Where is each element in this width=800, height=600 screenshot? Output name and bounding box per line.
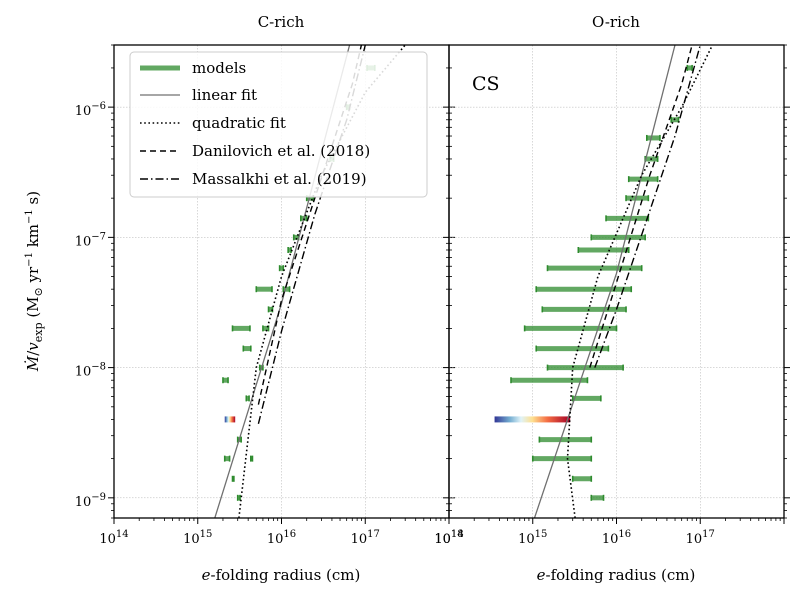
o-rich-gridlines (448, 45, 785, 518)
x-tick-label: 1014 (434, 529, 463, 547)
c-rich-xlabel: e-folding radius (cm) (202, 566, 361, 584)
o-rich-model-bars (494, 64, 693, 501)
o-rich-xlabel: e-folding radius (cm) (537, 566, 696, 584)
legend-massalkhi-label: Massalkhi et al. (2019) (192, 170, 367, 188)
x-tick-label: 1016 (602, 529, 631, 547)
x-tick-label: 1016 (267, 529, 296, 547)
y-axis-label: Ṁ/vexp (M⊙ yr−1 km−1 s) (24, 191, 45, 372)
legend-models-label: models (192, 59, 246, 77)
massalkhi-fit-line (594, 45, 701, 368)
linear-fit-line (533, 45, 676, 518)
x-tick-label: 1017 (686, 529, 715, 547)
c-rich-title: C-rich (258, 13, 305, 31)
legend-danilovich-label: Danilovich et al. (2018) (192, 142, 370, 160)
o-rich-fit-lines (533, 45, 714, 518)
legend-box (129, 51, 428, 198)
o-rich-panel: 1014 1015 1016 1017 O-rich e-folding radius… (434, 13, 790, 584)
x-tick-label: 1018 (434, 529, 463, 547)
c-rich-model-bars (222, 64, 376, 501)
y-tick-label: 10−6 (75, 101, 106, 119)
model-bar-highlighted (494, 416, 571, 423)
x-tick-label: 1014 (99, 529, 128, 547)
model-bar-highlighted (224, 416, 236, 423)
danilovich-fit-line (257, 45, 363, 405)
o-rich-ticks: 1014 1015 1016 1017 (434, 44, 790, 547)
quadratic-fit-line (566, 45, 714, 518)
cs-annotation: CS (472, 73, 500, 95)
y-tick-label: 10−8 (75, 362, 106, 380)
x-tick-label: 1015 (518, 529, 547, 547)
o-rich-title: O-rich (592, 13, 640, 31)
legend-quadratic-label: quadratic fit (192, 114, 286, 132)
x-tick-label: 1017 (351, 529, 380, 547)
legend: models linear fit quadratic fit Danilovi… (129, 51, 428, 198)
y-tick-label: 10−7 (75, 231, 106, 249)
danilovich-fit-line (589, 45, 693, 368)
y-tick-label: 10−9 (75, 492, 106, 510)
x-tick-label: 1015 (183, 529, 212, 547)
legend-linear-label: linear fit (192, 86, 257, 104)
